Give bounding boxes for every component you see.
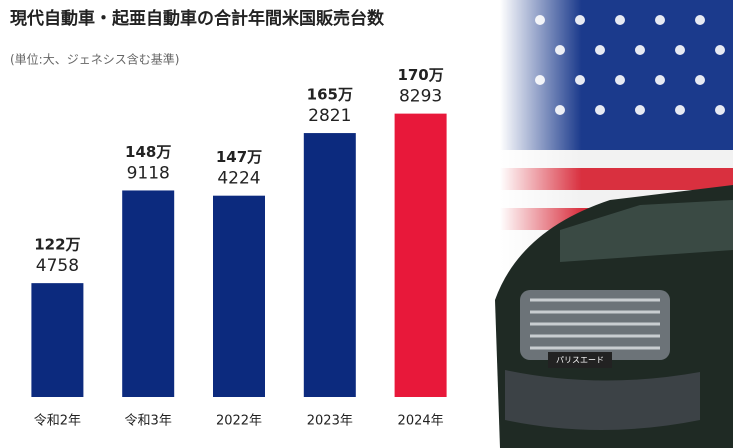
bar [303,133,356,397]
value-label: 4758 [36,256,79,276]
value-label: 147万 [216,148,262,166]
value-label: 8293 [399,87,442,107]
badge: パリスエード [556,356,604,365]
value-label: 148万 [125,143,171,161]
value-label: 2821 [308,106,351,126]
value-label: 170万 [397,66,443,84]
bar [122,190,175,397]
x-tick-label: 2022年 [216,414,262,429]
value-label: 165万 [307,86,353,104]
x-tick-label: 令和2年 [34,414,81,429]
plot: 令和2年 122万 4758 令和3年 148万 9118 2022年 147万 4224 202… [31,66,447,429]
x-tick-label: 令和3年 [125,414,172,429]
bar [31,283,84,397]
value-label: 9118 [127,163,170,183]
chart-subtitle: (単位:大、ジェネシス含む基準) [10,52,179,67]
background-photo: パリスエード [495,0,733,448]
chart-title: 現代自動車・起亜自動車の合計年間米国販売台数 [10,8,385,29]
x-tick-label: 2023年 [307,414,353,429]
value-label: 122万 [34,236,80,254]
bar [213,195,265,397]
bar [394,113,447,398]
value-label: 4224 [217,169,260,189]
x-tick-label: 2024年 [398,414,444,429]
